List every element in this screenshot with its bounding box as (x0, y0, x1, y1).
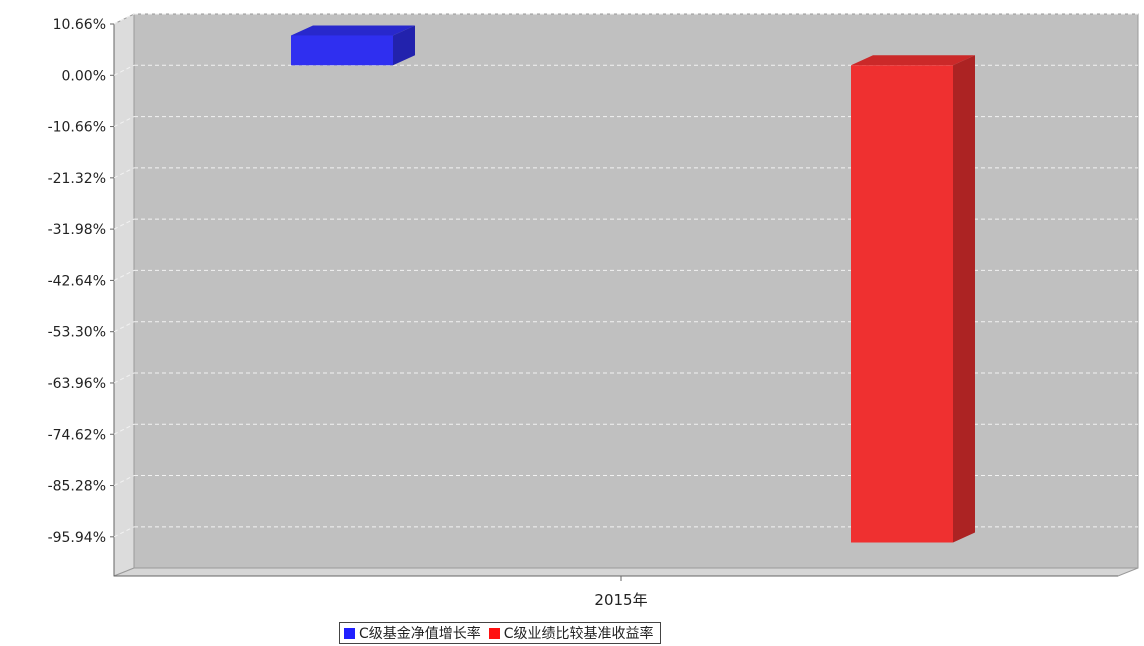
y-tick-label: -53.30% (48, 325, 106, 341)
y-tick-label: -95.94% (48, 530, 106, 546)
gridline-side (113, 475, 135, 486)
x-axis-categories: 2015年 (594, 576, 648, 609)
gridline-side (113, 372, 135, 384)
legend-label-series-1: C级基金净值增长率 (359, 626, 481, 642)
bar-side-face (953, 55, 975, 543)
y-tick-label: -21.32% (48, 171, 106, 187)
legend-label-series-2: C级业绩比较基准收益率 (503, 626, 654, 642)
gridline-side (113, 269, 135, 281)
y-tick-label: -42.64% (48, 273, 106, 289)
legend-item-series-2: C级业绩比较基准收益率 (488, 623, 654, 643)
gridline-side (113, 167, 135, 179)
gridline-side (113, 526, 135, 538)
bar-top-face (291, 25, 415, 36)
y-tick-label: 0.00% (62, 68, 106, 84)
y-tick-label: -74.62% (48, 427, 106, 443)
bar-2 (851, 55, 975, 543)
y-axis-ticks: 10.66% 0.00% -10.66% -21.32% -31.98% -42.64% -… (48, 17, 114, 546)
bar-chart: 10.66% 0.00% -10.66% -21.32% -31.98% -42.64% -… (48, 13, 1139, 609)
bar-side-face (393, 25, 415, 66)
gridline-side (113, 116, 135, 128)
y-tick-label: -63.96% (48, 376, 106, 392)
y-tick-label: -10.66% (48, 120, 106, 136)
gridline-side (113, 64, 135, 76)
gridline-side (113, 423, 135, 435)
back-wall (133, 13, 1139, 569)
legend: C级基金净值增长率 C级业绩比较基准收益率 (339, 622, 661, 644)
left-wall (113, 13, 135, 577)
chart-walls (113, 13, 1139, 577)
bar-top-face (851, 55, 975, 66)
gridline-side (113, 321, 135, 333)
legend-item-series-1: C级基金净值增长率 (344, 623, 481, 643)
y-tick-label: -31.98% (48, 222, 106, 238)
legend-swatch-series-1 (344, 627, 355, 639)
bars (291, 25, 975, 543)
bar-1 (291, 25, 415, 66)
y-tick-label: 10.66% (53, 17, 106, 33)
bar-front-face (851, 65, 953, 543)
bar-front-face (291, 35, 393, 66)
gridline-side (113, 13, 135, 25)
x-category-label: 2015年 (594, 591, 647, 609)
gridline-side (113, 218, 135, 230)
floor (113, 567, 1139, 577)
legend-swatch-series-2 (488, 627, 500, 639)
y-tick-label: -85.28% (48, 479, 106, 495)
